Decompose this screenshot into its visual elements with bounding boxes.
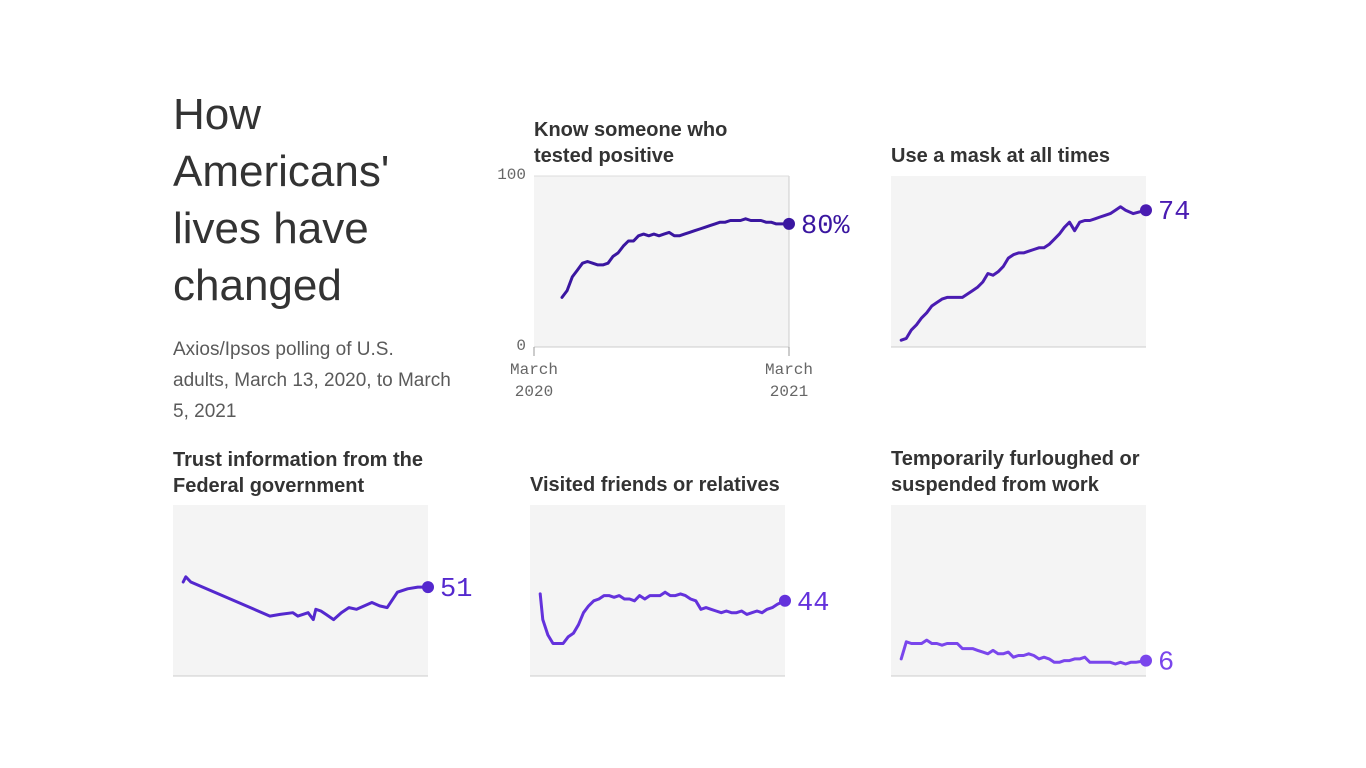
end-point-furloughed [1140, 654, 1152, 667]
end-point-visited [779, 594, 791, 607]
x-tick-end-year: 2021 [769, 383, 809, 401]
x-tick-start-year: 2020 [514, 383, 554, 401]
page-title: How Americans' lives have changed [173, 90, 390, 310]
panel-title-trust: Trust information from the Federal gover… [173, 449, 423, 497]
series-line-trust [181, 575, 430, 622]
y-tick-top: 100 [497, 166, 526, 184]
plot-area-know-someone [534, 176, 789, 347]
series-line-visited [538, 590, 787, 645]
panel-title-mask: Use a mask at all times [891, 145, 1111, 167]
end-label-know-someone: 80% [801, 212, 850, 242]
end-point-trust [422, 581, 434, 594]
page-subtitle: Axios/Ipsos polling of U.S. adults, Marc… [173, 339, 451, 422]
end-label-mask: 74 [1158, 198, 1190, 228]
end-point-know-someone [783, 217, 795, 230]
plot-area-mask [891, 176, 1146, 347]
panel-title-know-someone: Know someone who tested positive [534, 119, 728, 167]
y-tick-bottom: 0 [516, 337, 526, 355]
series-line-furloughed [899, 638, 1148, 666]
plot-area-visited [530, 505, 785, 676]
end-point-mask [1140, 204, 1152, 217]
x-tick-end-month: March [764, 361, 813, 379]
panel-title-visited: Visited friends or relatives [530, 474, 780, 496]
end-label-trust: 51 [440, 575, 472, 605]
plot-area-trust [173, 505, 428, 676]
end-label-visited: 44 [797, 589, 829, 619]
series-line-know-someone [560, 217, 791, 299]
series-line-mask [899, 205, 1148, 342]
end-label-furloughed: 6 [1158, 649, 1174, 679]
plot-area-furloughed [891, 505, 1146, 676]
panel-title-furloughed: Temporarily furloughed or suspended from… [891, 448, 1140, 496]
x-tick-start-month: March [509, 361, 558, 379]
